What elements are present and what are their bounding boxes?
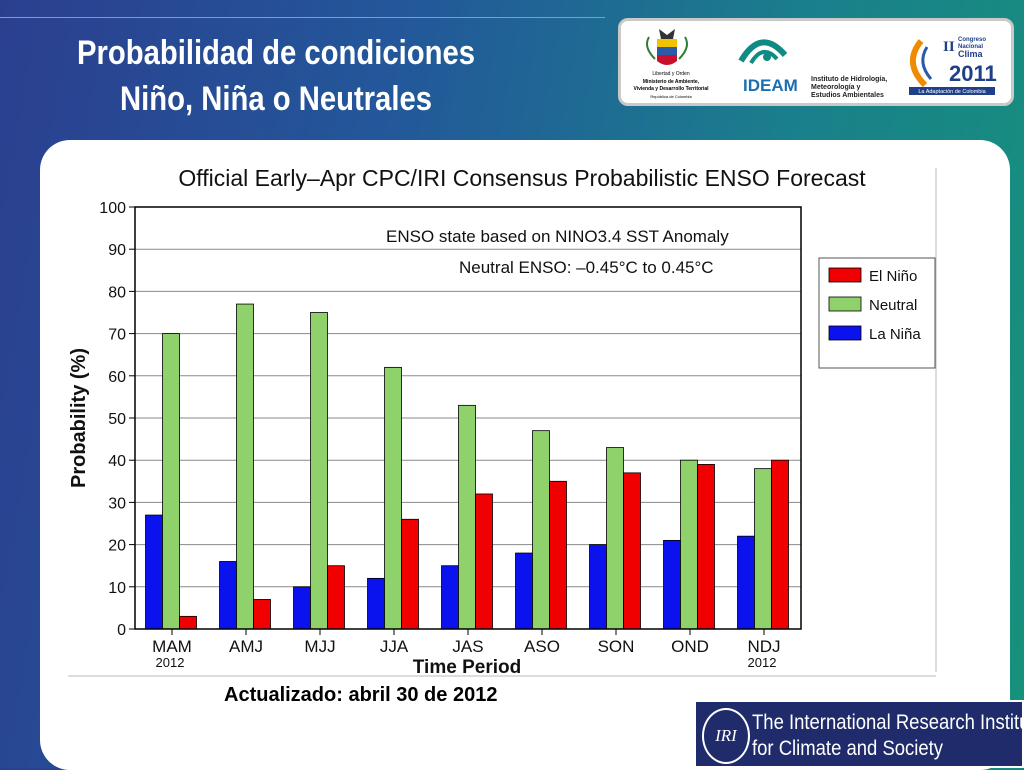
ideam-line1: Instituto de Hidrología, [811, 76, 887, 83]
congreso-roman: II [943, 39, 955, 55]
bar-mjj-neutral [310, 312, 328, 630]
bar-ond-neutral [680, 459, 698, 630]
y-tick-label: 30 [108, 495, 126, 512]
congreso-line3: Clima [958, 49, 984, 59]
y-tick-label: 20 [108, 538, 126, 555]
legend-label: La Niña [869, 326, 921, 343]
x-tick-label: ASO [524, 637, 560, 656]
chart-bars [145, 303, 789, 630]
bar-mam-neutral [162, 333, 180, 630]
ideam-line2: Meteorología y [811, 84, 861, 91]
bar-jja-neutral [384, 366, 402, 630]
x-tick-label: MAM [152, 637, 192, 656]
bar-aso-la-niña [515, 552, 533, 630]
iri-logo: IRI The International Research Institute… [694, 700, 1024, 768]
bar-jas-la-niña [441, 565, 459, 630]
bar-ndj-neutral [754, 468, 772, 630]
x-tick-label: OND [671, 637, 709, 656]
legend-swatch-neutral [828, 296, 862, 312]
x-tick-label: NDJ [747, 637, 780, 656]
bar-jja-el-niño [401, 518, 419, 630]
y-tick-label: 60 [108, 369, 126, 386]
congreso-year: 2011 [949, 61, 997, 86]
header-divider [0, 17, 605, 18]
partner-logos: Libertad y Orden Ministerio de Ambiente,… [618, 18, 1014, 106]
congreso-line1: Congreso [958, 37, 986, 43]
coat-of-arms-icon [646, 29, 688, 65]
ministry-line1: Libertad y Orden [652, 71, 689, 77]
bar-jas-el-niño [475, 493, 493, 630]
x-tick-sublabel: 2012 [156, 655, 185, 670]
bar-ndj-el-niño [771, 459, 789, 630]
logos-graphic: Libertad y Orden Ministerio de Ambiente,… [633, 29, 997, 99]
x-tick-label: JAS [452, 637, 483, 656]
ideam-name: IDEAM [743, 76, 798, 95]
congreso-line2: Nacional [958, 44, 983, 50]
page-title: Probabilidad de condiciones Niño, Niña o… [39, 30, 514, 122]
chart-annotation-line1: ENSO state based on NINO3.4 SST Anomaly [386, 227, 729, 246]
chart-annotation-line2: Neutral ENSO: –0.45°C to 0.45°C [459, 258, 714, 277]
bar-son-el-niño [623, 472, 641, 630]
bar-mam-el-niño [179, 615, 197, 630]
ideam-line3: Estudios Ambientales [811, 92, 884, 99]
x-tick-label: JJA [380, 637, 409, 656]
x-axis-label: Time Period [413, 657, 521, 678]
bar-ond-el-niño [697, 464, 715, 630]
x-tick-sublabel: 2012 [748, 655, 777, 670]
y-tick-label: 70 [108, 327, 126, 344]
bar-ndj-la-niña [737, 535, 755, 630]
y-tick-label: 50 [108, 411, 126, 428]
bar-jas-neutral [458, 404, 476, 630]
legend-label: El Niño [869, 268, 917, 285]
congreso-logo-icon [910, 39, 933, 88]
bar-aso-neutral [532, 430, 550, 630]
bar-mjj-el-niño [327, 565, 345, 630]
x-tick-label: AMJ [229, 637, 263, 656]
y-tick-label: 80 [108, 284, 126, 301]
ministry-line4: República de Colombia [650, 94, 692, 99]
iri-name: The International Research Institute for… [752, 710, 1024, 762]
iri-emblem-icon: IRI [702, 708, 750, 764]
page-title-line1: Probabilidad de condiciones [76, 34, 476, 72]
y-tick-label: 10 [108, 580, 126, 597]
x-tick-label: MJJ [304, 637, 335, 656]
ministry-line2: Ministerio de Ambiente, [643, 79, 700, 85]
bar-amj-la-niña [219, 561, 237, 630]
chart-title: Official Early–Apr CPC/IRI Consensus Pro… [178, 165, 866, 191]
bar-amj-neutral [236, 303, 254, 630]
bar-amj-el-niño [253, 599, 271, 630]
y-tick-label: 90 [108, 242, 126, 259]
y-axis-ticks: 0 10 20 30 40 50 60 70 80 90 100 [99, 200, 135, 639]
legend-swatch-el-niño [828, 267, 862, 283]
y-tick-label: 40 [108, 453, 126, 470]
page-title-line2: Niño, Niña o Neutrales [120, 80, 432, 118]
bar-mjj-la-niña [293, 586, 311, 630]
content-panel [40, 140, 1010, 770]
y-tick-label: 0 [117, 622, 126, 639]
congreso-tagline: La Adaptación de Colombia [918, 89, 986, 95]
updated-date: Actualizado: abril 30 de 2012 [224, 684, 498, 706]
legend-label: Neutral [869, 297, 917, 314]
ministry-line3: Vivienda y Desarrollo Territorial [633, 86, 709, 92]
iri-line1: The International Research Institute [752, 711, 1024, 734]
bar-ond-la-niña [663, 539, 681, 630]
bar-aso-el-niño [549, 480, 567, 630]
bar-son-neutral [606, 447, 624, 630]
legend-swatch-la-niña [828, 325, 862, 341]
y-tick-label: 100 [99, 200, 126, 217]
iri-line2: for Climate and Society [752, 737, 944, 760]
bar-son-la-niña [589, 544, 607, 630]
bar-jja-la-niña [367, 577, 385, 630]
y-axis-label: Probability (%) [68, 348, 90, 488]
bar-mam-la-niña [145, 514, 163, 630]
chart-legend: El Niño Neutral La Niña [818, 257, 936, 369]
ideam-logo-icon [738, 39, 788, 65]
x-tick-label: SON [598, 637, 635, 656]
